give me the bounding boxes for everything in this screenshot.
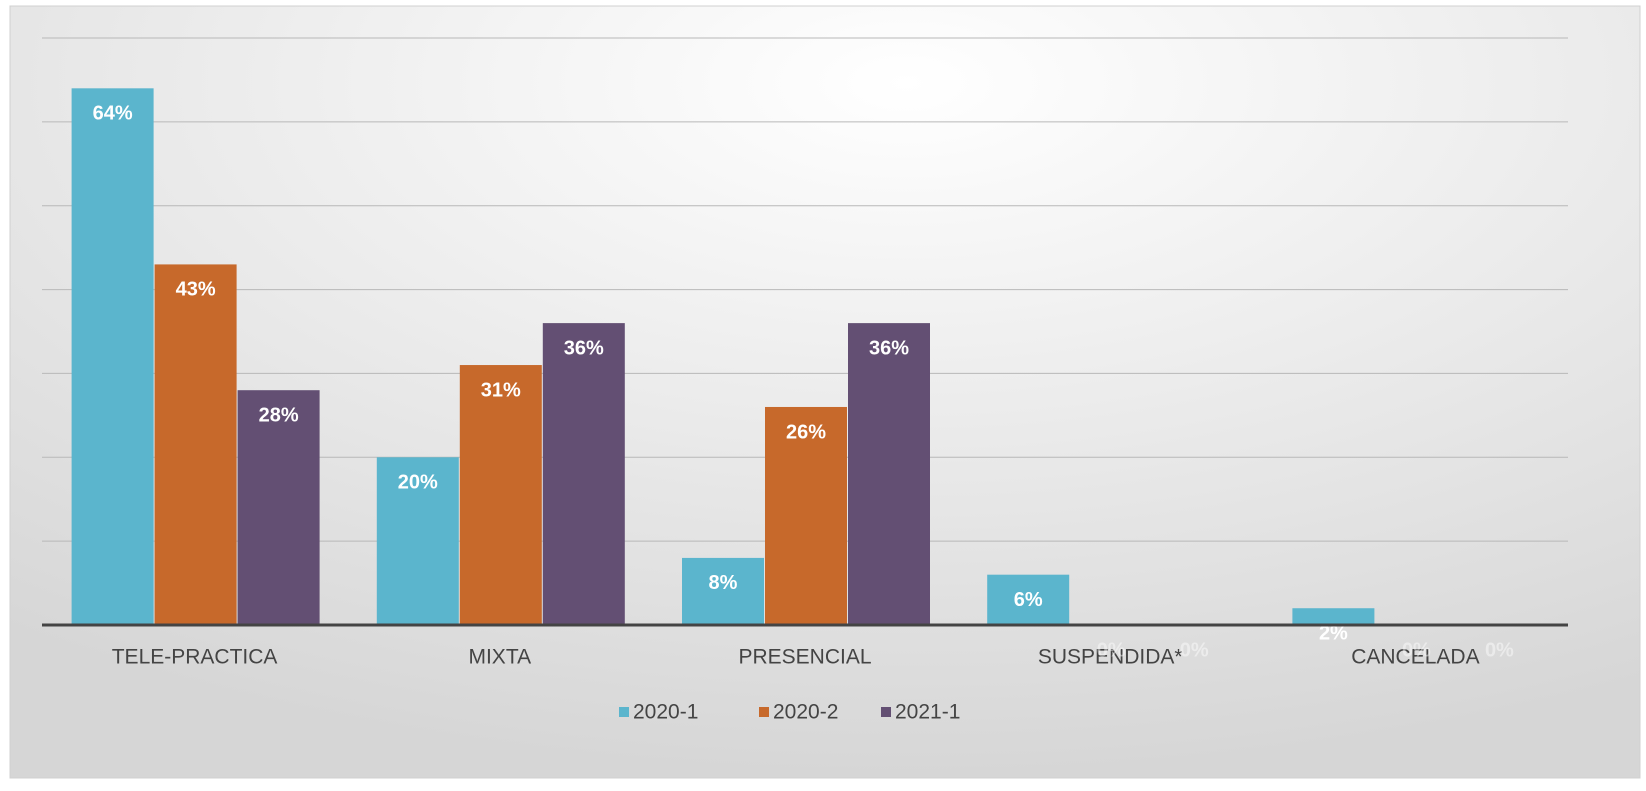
- bar: [542, 323, 625, 625]
- x-tick-label: TELE-PRACTICA: [112, 646, 278, 669]
- value-label: 31%: [481, 379, 521, 401]
- bar: [376, 457, 459, 625]
- bar: [987, 574, 1070, 625]
- bar: [154, 264, 237, 625]
- legend-swatch: [759, 707, 769, 717]
- legend-label: 2020-2: [773, 701, 838, 724]
- value-label: 36%: [564, 337, 604, 359]
- value-label: 26%: [786, 421, 826, 443]
- bar: [1292, 608, 1375, 625]
- value-label: 0%: [1485, 639, 1514, 661]
- bar: [848, 323, 930, 625]
- legend-label: 2020-1: [633, 701, 698, 724]
- x-tick-label: CANCELADA: [1351, 646, 1479, 669]
- legend-swatch: [881, 707, 891, 717]
- value-label: 8%: [709, 572, 738, 594]
- value-label: 0%: [1097, 639, 1126, 661]
- bar: [237, 390, 320, 625]
- legend-swatch: [619, 707, 629, 717]
- value-label: 36%: [869, 337, 909, 359]
- value-label: 0%: [1402, 639, 1431, 661]
- x-tick-label: PRESENCIAL: [738, 646, 871, 669]
- bar: [71, 88, 154, 626]
- value-label: 0%: [1180, 639, 1209, 661]
- value-label: 6%: [1014, 589, 1043, 611]
- legend-label: 2021-1: [895, 701, 960, 724]
- value-label: 2%: [1319, 623, 1348, 645]
- bar: [459, 365, 542, 625]
- bar: [765, 406, 847, 625]
- value-label: 20%: [398, 472, 438, 494]
- x-tick-label: MIXTA: [468, 646, 531, 669]
- x-tick-label: SUSPENDIDA*: [1038, 646, 1183, 669]
- value-label: 64%: [93, 103, 133, 125]
- value-label: 28%: [259, 404, 299, 426]
- bar: [682, 557, 764, 625]
- value-label: 43%: [176, 279, 216, 301]
